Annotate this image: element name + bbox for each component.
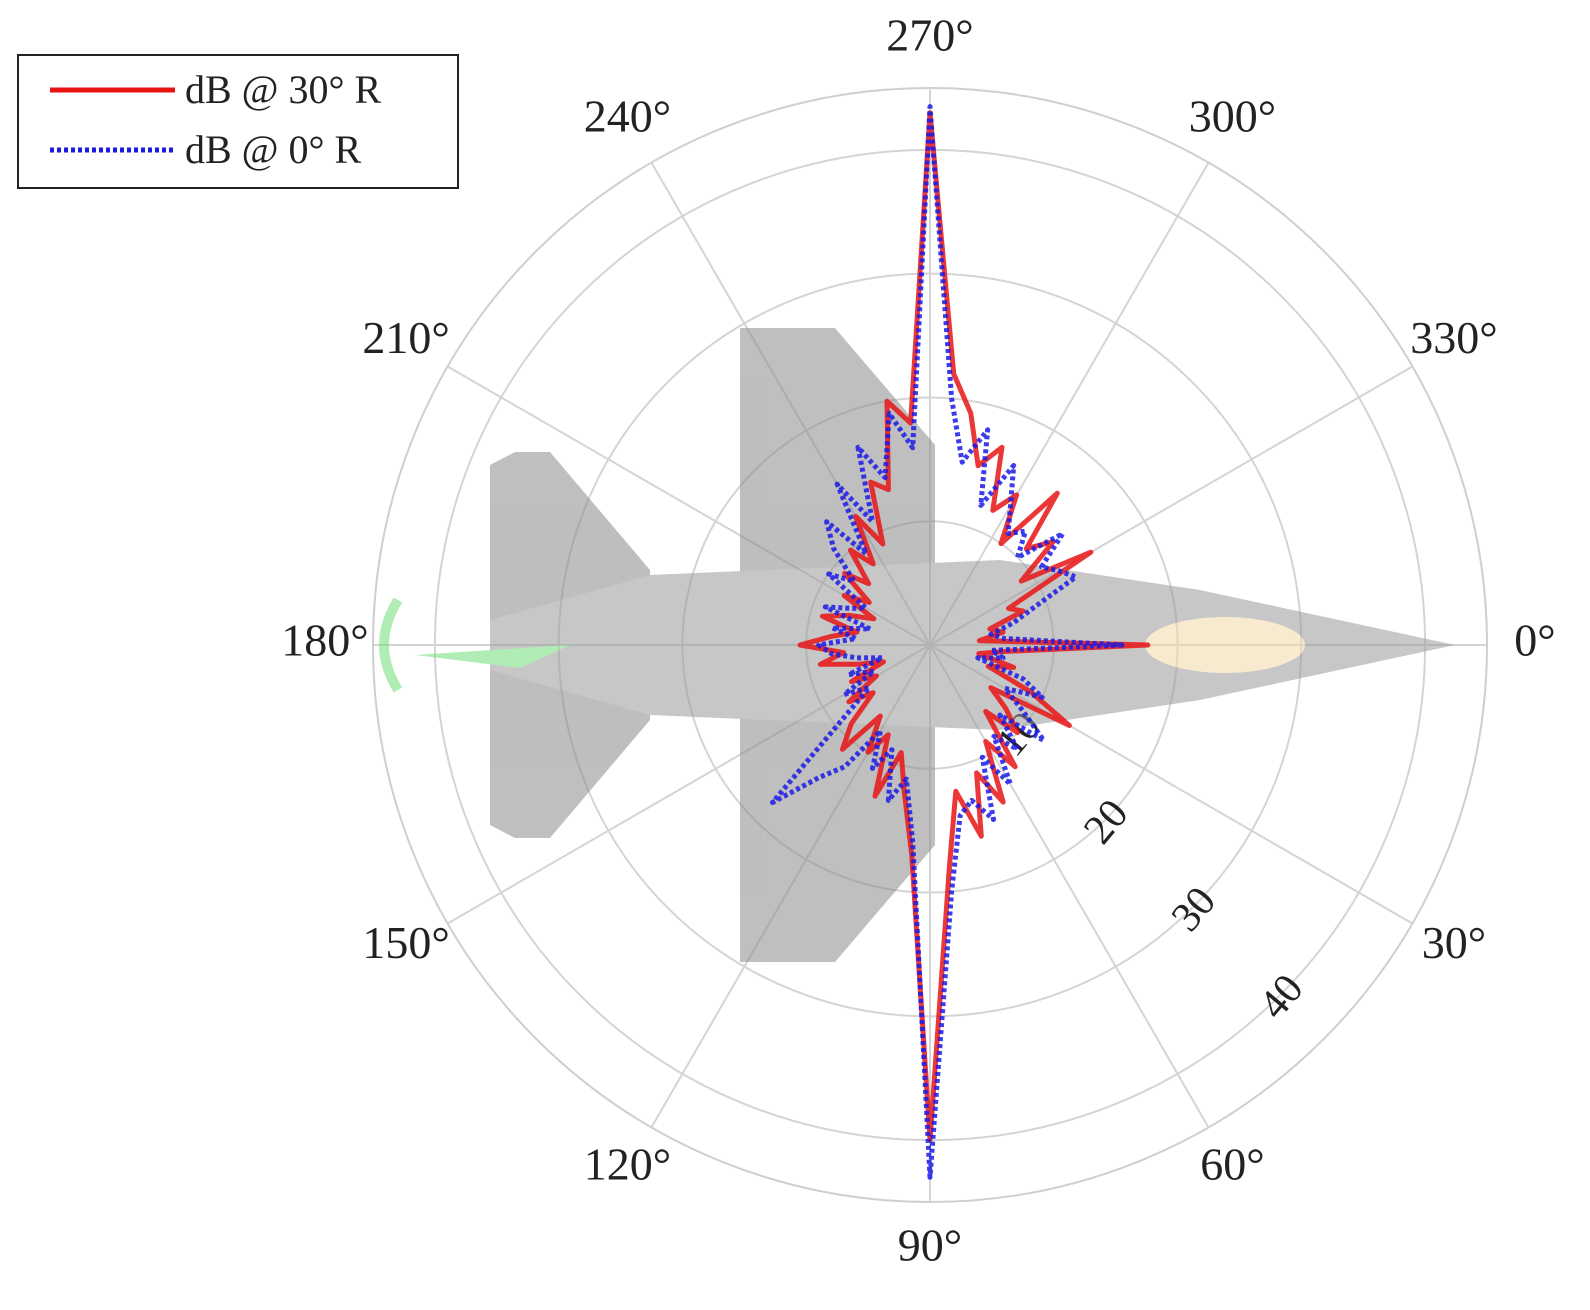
theta-tick-label: 90° bbox=[898, 1220, 962, 1271]
labels: 0° 30° 60° 90° 120° 150° 180° 210° 240° 270° 300° 3… bbox=[281, 10, 1555, 1271]
theta-tick-label: 30° bbox=[1422, 917, 1486, 968]
r-tick-label: 30 bbox=[1163, 879, 1225, 941]
exhaust bbox=[415, 645, 570, 668]
canopy bbox=[1145, 617, 1305, 673]
theta-tick-label: 60° bbox=[1200, 1139, 1264, 1190]
theta-tick-label: 300° bbox=[1189, 91, 1276, 142]
series-line bbox=[797, 110, 1151, 1143]
legend: dB @ 30° R dB @ 0° R bbox=[17, 54, 459, 189]
legend-label: dB @ 30° R bbox=[185, 67, 382, 112]
data-lines bbox=[770, 104, 1151, 1180]
theta-tick-label: 270° bbox=[886, 10, 973, 61]
theta-tick-label: 210° bbox=[362, 312, 449, 363]
aircraft-silhouette bbox=[379, 328, 1455, 962]
theta-tick-label: 240° bbox=[584, 91, 671, 142]
fuselage bbox=[490, 560, 1455, 730]
legend-label: dB @ 0° R bbox=[185, 127, 362, 172]
theta-tick-label: 180° bbox=[281, 615, 368, 666]
theta-tick-label: 330° bbox=[1410, 312, 1497, 363]
legend-box bbox=[17, 54, 459, 189]
r-tick-label: 20 bbox=[1075, 791, 1137, 853]
theta-tick-label: 150° bbox=[362, 917, 449, 968]
r-tick-label: 40 bbox=[1250, 966, 1312, 1028]
theta-tick-label: 120° bbox=[584, 1139, 671, 1190]
theta-tick-label: 0° bbox=[1514, 615, 1555, 666]
series-line bbox=[770, 104, 1125, 1180]
rotation-arrow bbox=[379, 597, 403, 693]
